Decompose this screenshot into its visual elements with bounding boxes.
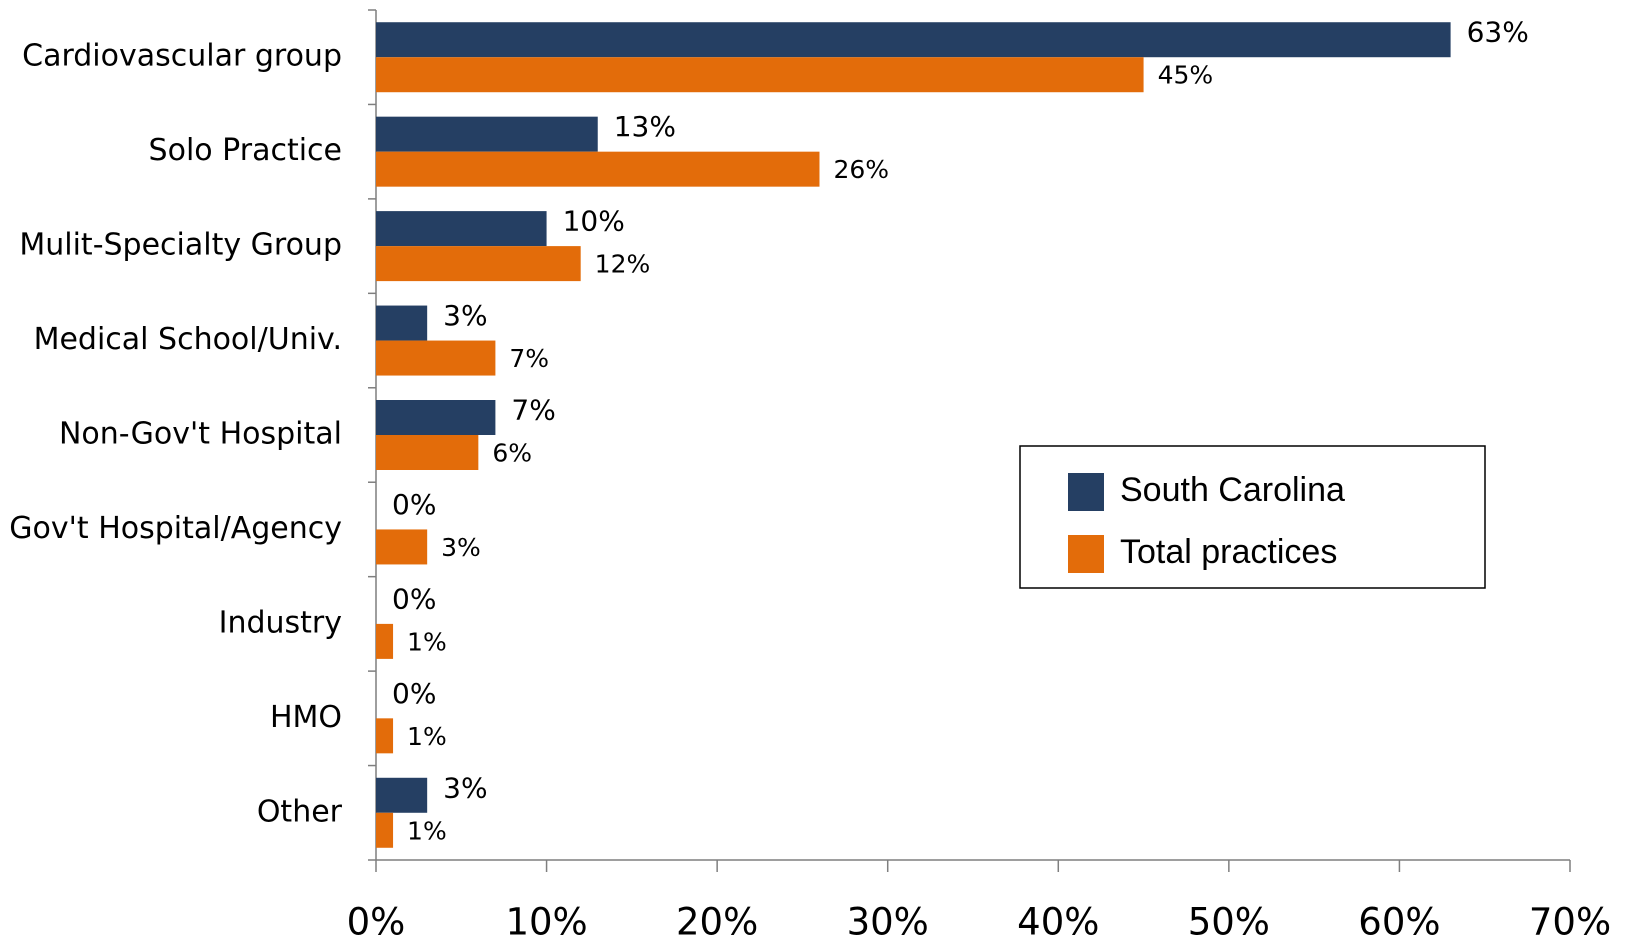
data-label: 13% [614, 110, 676, 143]
data-label: 1% [407, 627, 447, 656]
x-tick-label: 60% [1358, 901, 1440, 942]
bar [376, 151, 820, 187]
data-label: 0% [392, 582, 436, 615]
data-label: 10% [563, 205, 625, 238]
y-tick-label: Solo Practice [149, 133, 342, 168]
legend-swatch [1068, 535, 1104, 573]
x-tick-label: 20% [676, 901, 758, 942]
y-tick-label: Mulit-Specialty Group [19, 228, 342, 263]
data-label: 7% [511, 394, 555, 427]
data-label: 45% [1158, 61, 1214, 90]
y-tick-label: Medical School/Univ. [34, 322, 342, 357]
data-label: 7% [509, 344, 549, 373]
x-tick-label: 30% [847, 901, 929, 942]
data-label: 63% [1467, 16, 1529, 49]
x-tick-label: 50% [1188, 901, 1270, 942]
bar [376, 777, 428, 813]
data-label: 3% [443, 771, 487, 804]
y-tick-label: Non-Gov't Hospital [59, 417, 342, 452]
bar [376, 529, 428, 565]
data-label: 0% [392, 488, 436, 521]
bar [376, 340, 496, 376]
data-label: 12% [595, 250, 651, 279]
y-tick-label: Gov't Hospital/Agency [9, 511, 342, 546]
legend-label: Total practices [1120, 533, 1337, 571]
bar [376, 57, 1144, 93]
data-label: 3% [441, 533, 481, 562]
data-label: 1% [407, 722, 447, 751]
legend-swatch [1068, 473, 1104, 511]
y-tick-label: Industry [219, 605, 342, 640]
bar [376, 211, 547, 247]
data-label: 0% [392, 677, 436, 710]
x-tick-label: 10% [505, 901, 587, 942]
data-label: 6% [492, 439, 532, 468]
y-tick-label: Other [257, 794, 343, 829]
bar [376, 22, 1451, 58]
bar [376, 623, 394, 659]
bar [376, 246, 581, 282]
bar [376, 116, 598, 152]
x-tick-label: 40% [1017, 901, 1099, 942]
data-label: 3% [443, 299, 487, 332]
x-tick-label: 70% [1529, 901, 1611, 942]
y-tick-label: Cardiovascular group [22, 39, 342, 74]
data-label: 26% [833, 155, 889, 184]
bar [376, 435, 479, 470]
y-tick-label: HMO [270, 700, 342, 735]
bar [376, 718, 394, 754]
bar [376, 400, 496, 435]
bar [376, 812, 394, 848]
legend-label: South Carolina [1120, 471, 1345, 509]
data-label: 1% [407, 816, 447, 845]
x-tick-label: 0% [347, 901, 406, 942]
bar [376, 305, 428, 341]
